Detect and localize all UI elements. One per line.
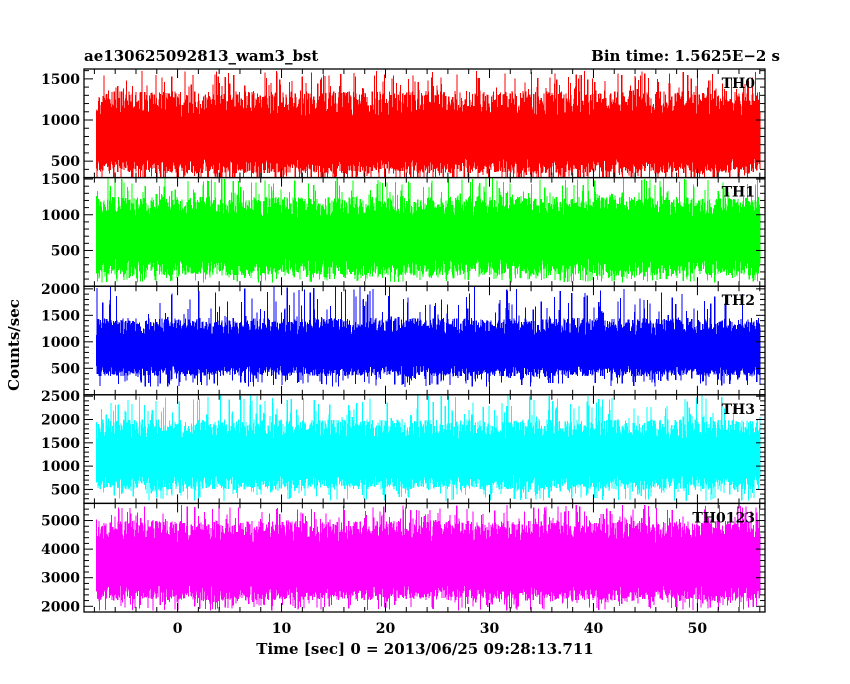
y-tick-label: 3000 xyxy=(41,571,80,587)
y-tick-label: 1500 xyxy=(41,436,80,452)
x-tick-label: 50 xyxy=(688,621,708,637)
y-tick-label: 500 xyxy=(51,154,80,170)
panel-th1: 500 1000 1500 TH1 xyxy=(41,172,766,287)
panel-label: TH3 xyxy=(722,402,755,418)
panel-label: TH1 xyxy=(722,185,755,201)
panel-frame xyxy=(83,502,766,613)
panel-label: TH0123 xyxy=(692,510,755,526)
series-th2 xyxy=(95,286,761,387)
series-th0 xyxy=(95,70,761,178)
y-tick-label: 500 xyxy=(51,482,80,498)
y-axis-label: Counts/sec xyxy=(5,299,23,391)
y-tick-label: 2500 xyxy=(41,389,80,405)
panel-th0123: 2000 3000 4000 5000 TH0123 xyxy=(41,502,766,615)
x-tick-label: 40 xyxy=(584,621,604,637)
y-tick-label: 1000 xyxy=(41,335,80,351)
y-tick-label: 1500 xyxy=(41,308,80,324)
x-tick-label: 20 xyxy=(376,621,396,637)
y-tick-label: 2000 xyxy=(41,413,80,429)
y-tick-label: 500 xyxy=(51,243,80,259)
y-tick-label: 4000 xyxy=(41,542,80,558)
panel-th2: 500 1000 1500 2000 TH2 xyxy=(41,282,766,396)
panel-label: TH0 xyxy=(722,76,756,92)
y-tick-label: 2000 xyxy=(41,282,80,298)
series-th1 xyxy=(95,177,761,283)
panel-th0: 500 1000 1500 TH0 xyxy=(41,68,766,179)
chart-title: ae130625092813_wam3_bst xyxy=(84,47,318,65)
bin-time-label: Bin time: 1.5625E−2 s xyxy=(591,47,780,65)
y-tick-label: 1000 xyxy=(41,459,80,475)
y-tick-label: 1500 xyxy=(41,172,80,188)
y-tick-label: 1000 xyxy=(41,208,80,224)
y-tick-label: 5000 xyxy=(41,514,80,530)
x-tick-label: 0 xyxy=(173,621,183,637)
series-th0123 xyxy=(95,504,761,611)
x-tick-label: 30 xyxy=(480,621,500,637)
x-tick-label: 10 xyxy=(272,621,292,637)
x-axis-label: Time [sec] 0 = 2013/06/25 09:28:13.711 xyxy=(256,640,593,658)
y-tick-label: 2000 xyxy=(41,599,80,615)
panel-th3: 500 1000 1500 2000 2500 TH3 xyxy=(41,389,766,505)
y-tick-label: 1000 xyxy=(41,113,80,129)
y-tick-label: 1500 xyxy=(41,72,80,88)
y-tick-label: 500 xyxy=(51,361,80,377)
panel-label: TH2 xyxy=(722,293,755,309)
series-th3 xyxy=(95,395,761,501)
